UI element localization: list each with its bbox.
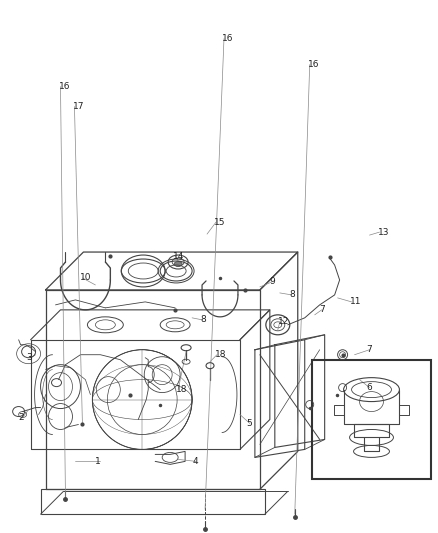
- Text: 11: 11: [350, 297, 361, 306]
- Text: 7: 7: [320, 305, 325, 314]
- Text: 2: 2: [19, 413, 24, 422]
- Text: 7: 7: [367, 345, 372, 354]
- Text: 8: 8: [200, 316, 206, 324]
- Text: 18: 18: [215, 350, 226, 359]
- Text: 16: 16: [59, 82, 70, 91]
- Bar: [312, 360, 431, 479]
- Text: 14: 14: [173, 252, 184, 261]
- Text: 12: 12: [278, 317, 289, 326]
- Text: 18: 18: [176, 385, 187, 394]
- Text: 16: 16: [308, 60, 319, 69]
- Text: 5: 5: [246, 419, 252, 428]
- Ellipse shape: [174, 262, 182, 266]
- Text: 10: 10: [81, 273, 92, 282]
- Text: 17: 17: [72, 102, 84, 111]
- Bar: [41, 489, 265, 514]
- Text: 9: 9: [270, 278, 276, 286]
- Text: 15: 15: [214, 217, 226, 227]
- Text: 13: 13: [378, 228, 389, 237]
- Text: 6: 6: [367, 383, 372, 392]
- Text: 16: 16: [222, 34, 233, 43]
- Text: 1: 1: [95, 457, 101, 466]
- Text: 3: 3: [27, 353, 32, 362]
- Text: 8: 8: [290, 290, 296, 300]
- Text: 4: 4: [192, 457, 198, 466]
